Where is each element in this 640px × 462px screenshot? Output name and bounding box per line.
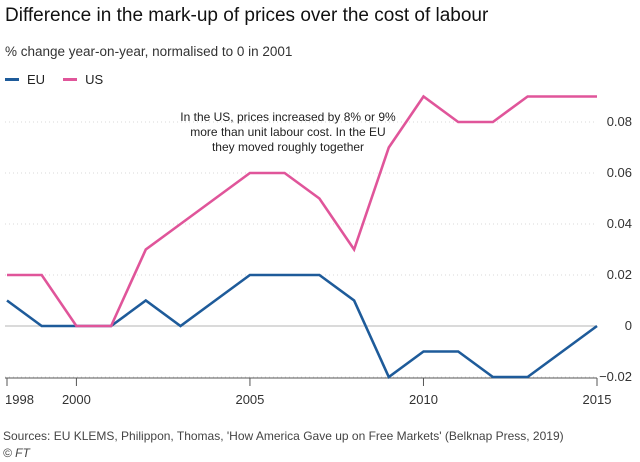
annotation-line: more than unit labour cost. In the EU (190, 125, 385, 139)
legend-swatch-us (63, 78, 78, 81)
y-tick-label: 0.02 (607, 267, 632, 282)
legend-label-us: US (85, 72, 104, 87)
series-line-us (7, 94, 597, 328)
legend: EU US (5, 72, 103, 87)
legend-label-eu: EU (27, 72, 46, 87)
y-tick-label: 0 (625, 318, 632, 333)
x-tick-label: 2005 (235, 392, 264, 407)
x-tick-label: 2010 (409, 392, 438, 407)
annotation-line: they moved roughly together (212, 140, 364, 154)
y-tick-label: −0.02 (599, 369, 632, 384)
chart-title: Difference in the mark-up of prices over… (5, 5, 489, 26)
legend-item-eu: EU (5, 72, 45, 87)
y-tick-label: 0.04 (607, 216, 632, 231)
source-note: Sources: EU KLEMS, Philippon, Thomas, 'H… (3, 429, 564, 443)
copyright: © FT (3, 446, 30, 460)
y-tick-label: 0.06 (607, 165, 632, 180)
x-tick-label: 1998 (5, 392, 34, 407)
legend-swatch-eu (5, 78, 19, 81)
chart-subtitle: % change year-on-year, normalised to 0 i… (5, 44, 293, 59)
y-tick-label: 0.08 (607, 114, 632, 129)
x-tick-label: 2015 (583, 392, 612, 407)
x-tick-label: 2000 (62, 392, 91, 407)
annotation-line: In the US, prices increased by 8% or 9% (180, 110, 396, 124)
legend-item-us: US (63, 72, 103, 87)
